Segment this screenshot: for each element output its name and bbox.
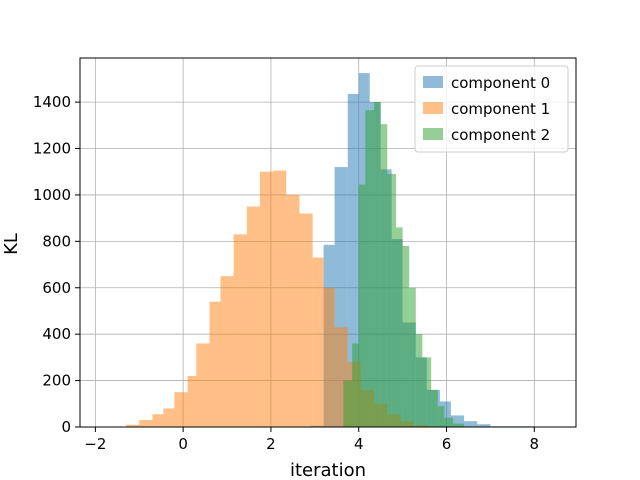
y-tick-label: 600 bbox=[42, 279, 71, 297]
legend-label: component 0 bbox=[451, 74, 550, 92]
histogram-bar bbox=[380, 124, 388, 427]
x-axis-ticks: −2 0 2 4 6 8 bbox=[84, 427, 539, 453]
legend-label: component 2 bbox=[451, 126, 550, 144]
y-axis-label: KL bbox=[1, 233, 22, 255]
histogram-bar bbox=[220, 276, 234, 427]
legend: component 0 component 1 component 2 bbox=[414, 65, 569, 153]
y-tick-label: 400 bbox=[42, 325, 71, 343]
histogram-bar bbox=[396, 227, 403, 427]
histogram-bar bbox=[323, 287, 335, 427]
x-tick-label: 4 bbox=[354, 435, 364, 453]
histogram-bar bbox=[174, 392, 188, 427]
histogram-bar bbox=[286, 194, 300, 427]
histogram-bar bbox=[439, 401, 451, 427]
y-axis-ticks: 0 200 400 600 800 1000 1200 1400 bbox=[33, 93, 80, 436]
y-tick-label: 0 bbox=[61, 418, 71, 436]
y-tick-label: 200 bbox=[42, 372, 71, 390]
histogram-bar bbox=[187, 375, 197, 427]
histogram-bar bbox=[163, 408, 175, 427]
x-tick-label: 6 bbox=[442, 435, 452, 453]
legend-swatch bbox=[423, 128, 443, 140]
histogram-bar bbox=[209, 301, 221, 427]
legend-swatch bbox=[423, 102, 443, 114]
histogram-bar bbox=[387, 174, 397, 427]
histogram-bar bbox=[352, 343, 359, 427]
series-2 bbox=[343, 102, 465, 428]
histogram-bar bbox=[477, 424, 491, 427]
histogram-bar bbox=[246, 206, 260, 427]
histogram-bar bbox=[374, 102, 381, 428]
x-tick-label: 8 bbox=[530, 435, 540, 453]
histogram-bar bbox=[444, 417, 454, 427]
histogram-bars bbox=[126, 73, 535, 428]
x-tick-label: 2 bbox=[266, 435, 276, 453]
histogram-bar bbox=[196, 343, 210, 427]
histogram-bar bbox=[402, 245, 410, 427]
histogram-bar bbox=[437, 406, 445, 427]
histogram-bar bbox=[464, 421, 478, 427]
histogram-bar bbox=[415, 334, 423, 427]
histogram-bar bbox=[347, 93, 359, 428]
histogram-bar bbox=[233, 234, 247, 427]
x-axis-label: iteration bbox=[290, 460, 366, 480]
histogram-bar bbox=[409, 287, 416, 427]
x-tick-label: 0 bbox=[178, 435, 188, 453]
histogram-bar bbox=[450, 415, 465, 427]
y-tick-label: 800 bbox=[42, 232, 71, 250]
y-tick-label: 1000 bbox=[33, 186, 71, 204]
x-tick-label: −2 bbox=[84, 435, 106, 453]
histogram-bar bbox=[139, 420, 153, 427]
histogram-bar bbox=[299, 213, 313, 427]
y-tick-label: 1400 bbox=[33, 93, 71, 111]
histogram-bar bbox=[152, 414, 164, 427]
histogram-bar bbox=[431, 389, 438, 427]
y-tick-label: 1200 bbox=[33, 140, 71, 158]
histogram-bar bbox=[273, 170, 287, 427]
histogram-bar bbox=[259, 171, 274, 427]
histogram-bar bbox=[126, 424, 140, 427]
histogram-bar bbox=[365, 110, 375, 427]
legend-swatch bbox=[423, 76, 443, 88]
histogram-bar bbox=[453, 423, 465, 427]
histogram-bar bbox=[343, 380, 353, 427]
histogram-bar bbox=[312, 257, 324, 427]
series-1 bbox=[126, 170, 427, 427]
histogram-bar bbox=[422, 357, 432, 427]
plot-frame bbox=[79, 57, 577, 428]
histogram-bar bbox=[358, 184, 366, 427]
legend-box bbox=[414, 65, 569, 153]
legend-label: component 1 bbox=[451, 100, 550, 118]
